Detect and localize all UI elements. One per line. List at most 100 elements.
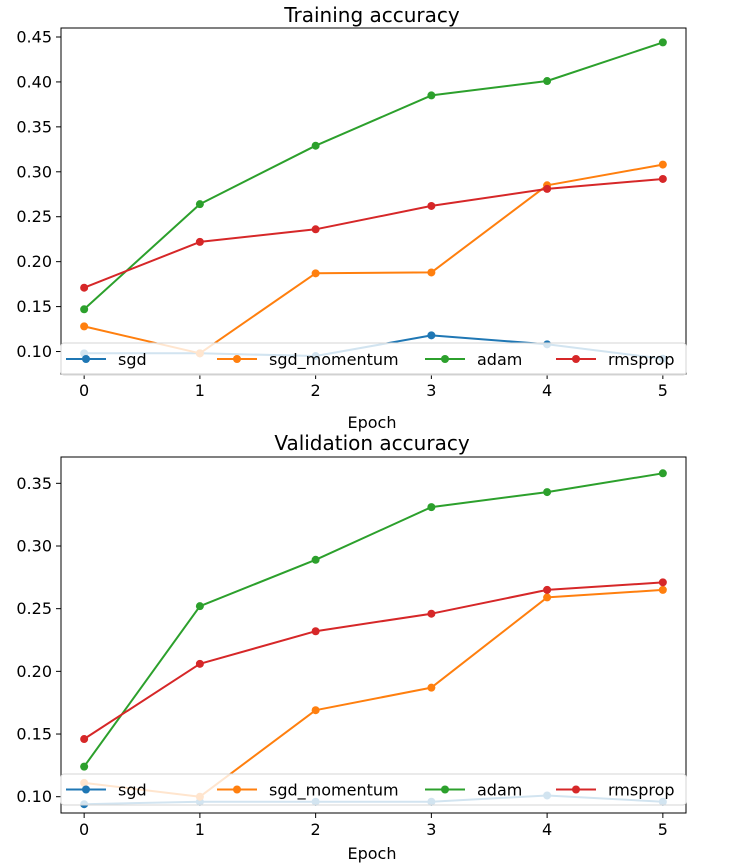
data-point xyxy=(658,469,667,478)
legend-item: adam xyxy=(425,781,522,800)
legend-item: sgd_momentum xyxy=(217,781,399,801)
legend-frame xyxy=(60,773,687,806)
legend-marker xyxy=(82,785,90,794)
y-tick-label: 0.40 xyxy=(16,72,52,91)
data-point xyxy=(195,659,204,668)
legend-item: rmsprop xyxy=(556,350,675,369)
x-tick-label: 4 xyxy=(542,381,552,400)
chart-title: Validation accuracy xyxy=(274,431,470,455)
data-point xyxy=(427,268,436,277)
chart-plot-area: 0.10 0.15 0.20 0.25 0.30 0.35 0 1 2 3 4 5 sgd sgd_mom… xyxy=(16,456,687,839)
data-point xyxy=(427,503,436,512)
series-adam xyxy=(80,38,667,314)
x-tick-label: 0 xyxy=(79,381,89,400)
legend-marker xyxy=(572,785,580,794)
data-point xyxy=(543,593,552,602)
y-tick-label: 0.25 xyxy=(16,599,52,618)
data-point xyxy=(427,683,436,692)
legend-item: sgd_momentum xyxy=(217,350,399,370)
data-point xyxy=(427,91,436,100)
data-point xyxy=(80,305,89,314)
y-tick-label: 0.20 xyxy=(16,252,52,271)
data-point xyxy=(427,201,436,210)
legend: sgd sgd_momentum adam rmsprop xyxy=(60,773,687,806)
y-tick-label: 0.45 xyxy=(16,27,52,46)
y-tick-label: 0.20 xyxy=(16,662,52,681)
chart-title: Training accuracy xyxy=(283,3,460,27)
axes-frame xyxy=(60,27,687,375)
y-tick-label: 0.30 xyxy=(16,162,52,181)
legend-frame xyxy=(60,342,687,376)
chart-training: Training accuracy 0.10 0.15 0.20 0.25 0.30 0.… xyxy=(16,3,687,432)
y-tick-label: 0.10 xyxy=(16,787,52,806)
data-point xyxy=(543,585,552,594)
y-tick-label: 0.35 xyxy=(16,117,52,136)
data-point xyxy=(427,331,436,340)
x-tick-label: 3 xyxy=(426,381,436,400)
y-tick-label: 0.25 xyxy=(16,207,52,226)
data-point xyxy=(195,602,204,611)
legend-marker xyxy=(441,785,449,794)
x-tick-label: 1 xyxy=(195,820,205,839)
data-point xyxy=(80,283,89,292)
data-point xyxy=(658,174,667,183)
legend-label: adam xyxy=(477,781,522,800)
data-point xyxy=(658,160,667,169)
y-tick-label: 0.35 xyxy=(16,474,52,493)
y-tick-label: 0.15 xyxy=(16,725,52,744)
series-sgd_momentum xyxy=(80,160,667,358)
data-point xyxy=(311,555,320,564)
legend-marker xyxy=(441,355,449,363)
x-tick-label: 3 xyxy=(426,820,436,839)
x-axis-label: Epoch xyxy=(348,413,397,432)
legend: sgd sgd_momentum adam rmsprop xyxy=(60,342,687,376)
series-line xyxy=(83,178,663,289)
y-tick-label: 0.15 xyxy=(16,297,52,316)
x-tick-label: 5 xyxy=(658,381,668,400)
data-point xyxy=(311,141,320,150)
series-line xyxy=(83,163,664,355)
legend-marker xyxy=(82,355,90,363)
data-point xyxy=(543,184,552,193)
series-sgd_momentum xyxy=(80,585,667,801)
legend-label: rmsprop xyxy=(608,781,675,800)
legend-label: adam xyxy=(477,350,522,369)
legend-label: sgd xyxy=(118,350,147,369)
data-point xyxy=(543,77,552,86)
chart-plot-area: 0.10 0.15 0.20 0.25 0.30 0.35 0.40 0.45 0 1 2 3 4 5 sg… xyxy=(16,27,687,400)
x-tick-label: 0 xyxy=(79,820,89,839)
legend-marker xyxy=(233,785,241,794)
legend-item: adam xyxy=(425,350,522,369)
y-tick-label: 0.10 xyxy=(16,342,52,361)
data-point xyxy=(658,38,667,47)
legend-item: sgd xyxy=(66,781,147,800)
data-point xyxy=(311,269,320,278)
x-tick-label: 1 xyxy=(195,381,205,400)
chart-validation: Validation accuracy 0.10 0.15 0.20 0.25 0.30… xyxy=(16,431,687,863)
data-point xyxy=(543,488,552,497)
series-rmsprop xyxy=(80,578,667,744)
x-tick-label: 2 xyxy=(311,820,321,839)
data-point xyxy=(195,237,204,246)
legend-label: sgd_momentum xyxy=(269,781,399,801)
series-adam xyxy=(80,469,667,771)
data-point xyxy=(80,735,89,744)
data-point xyxy=(658,585,667,594)
data-point xyxy=(311,225,320,234)
legend-item: rmsprop xyxy=(556,781,675,800)
data-point xyxy=(311,627,320,636)
legend-item: sgd xyxy=(66,350,147,369)
legend-marker xyxy=(233,355,241,363)
legend-label: sgd_momentum xyxy=(269,350,399,370)
data-point xyxy=(658,578,667,587)
data-point xyxy=(195,200,204,209)
data-point xyxy=(80,322,89,331)
series-line xyxy=(83,581,663,740)
x-tick-label: 4 xyxy=(542,820,552,839)
data-point xyxy=(427,609,436,618)
x-axis-label: Epoch xyxy=(348,844,397,863)
legend-label: rmsprop xyxy=(608,350,675,369)
axes-frame xyxy=(60,456,687,814)
series-line xyxy=(83,588,663,798)
